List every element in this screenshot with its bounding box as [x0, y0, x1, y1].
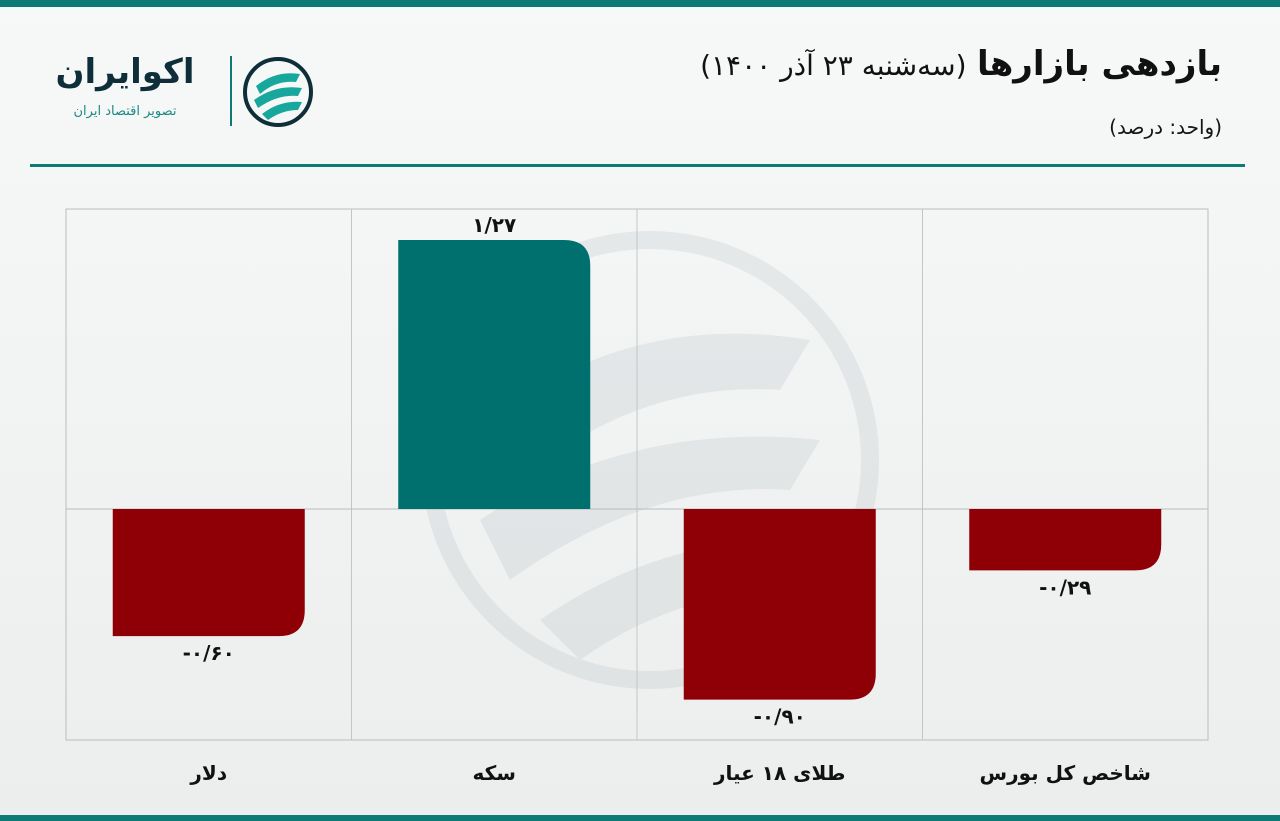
chart-grid	[65, 208, 1209, 741]
chart-category-labels: دلار سکه طلای ۱۸ عیار شاخص کل بورس	[189, 761, 1151, 785]
chart-bars	[112, 240, 1162, 700]
unit-label: (واحد: درصد)	[1109, 115, 1222, 139]
bar	[112, 509, 305, 637]
category-label: شاخص کل بورس	[980, 761, 1151, 785]
chart-title: بازدهی بازارها (سه‌شنبه ۲۳ آذر ۱۴۰۰)	[700, 44, 1222, 84]
value-label: -۰/۹۰	[754, 705, 806, 729]
logo-divider	[230, 56, 232, 126]
header-rule	[30, 164, 1245, 167]
title-date: (سه‌شنبه ۲۳ آذر ۱۴۰۰)	[700, 49, 967, 82]
bar	[398, 240, 591, 509]
value-label: -۰/۲۹	[1039, 575, 1091, 599]
logo-tagline: تصویر اقتصاد ایران	[73, 104, 177, 119]
bar	[969, 509, 1162, 571]
bar	[683, 509, 876, 700]
chart-value-labels: -۰/۶۰ ۱/۲۷ -۰/۹۰ -۰/۲۹	[183, 213, 1092, 729]
bottom-accent-bar	[0, 815, 1280, 821]
logo: اکوایران تصویر اقتصاد ایران	[30, 48, 313, 132]
category-label: سکه	[473, 761, 516, 785]
value-label: -۰/۶۰	[183, 641, 235, 665]
logo-name: اکوایران	[55, 52, 195, 92]
title-main: بازدهی بازارها	[976, 44, 1222, 84]
top-accent-bar	[0, 0, 1280, 7]
logo-mark-icon	[243, 57, 313, 127]
category-label: دلار	[189, 761, 227, 785]
category-label: طلای ۱۸ عیار	[713, 761, 846, 785]
value-label: ۱/۲۷	[472, 213, 516, 237]
